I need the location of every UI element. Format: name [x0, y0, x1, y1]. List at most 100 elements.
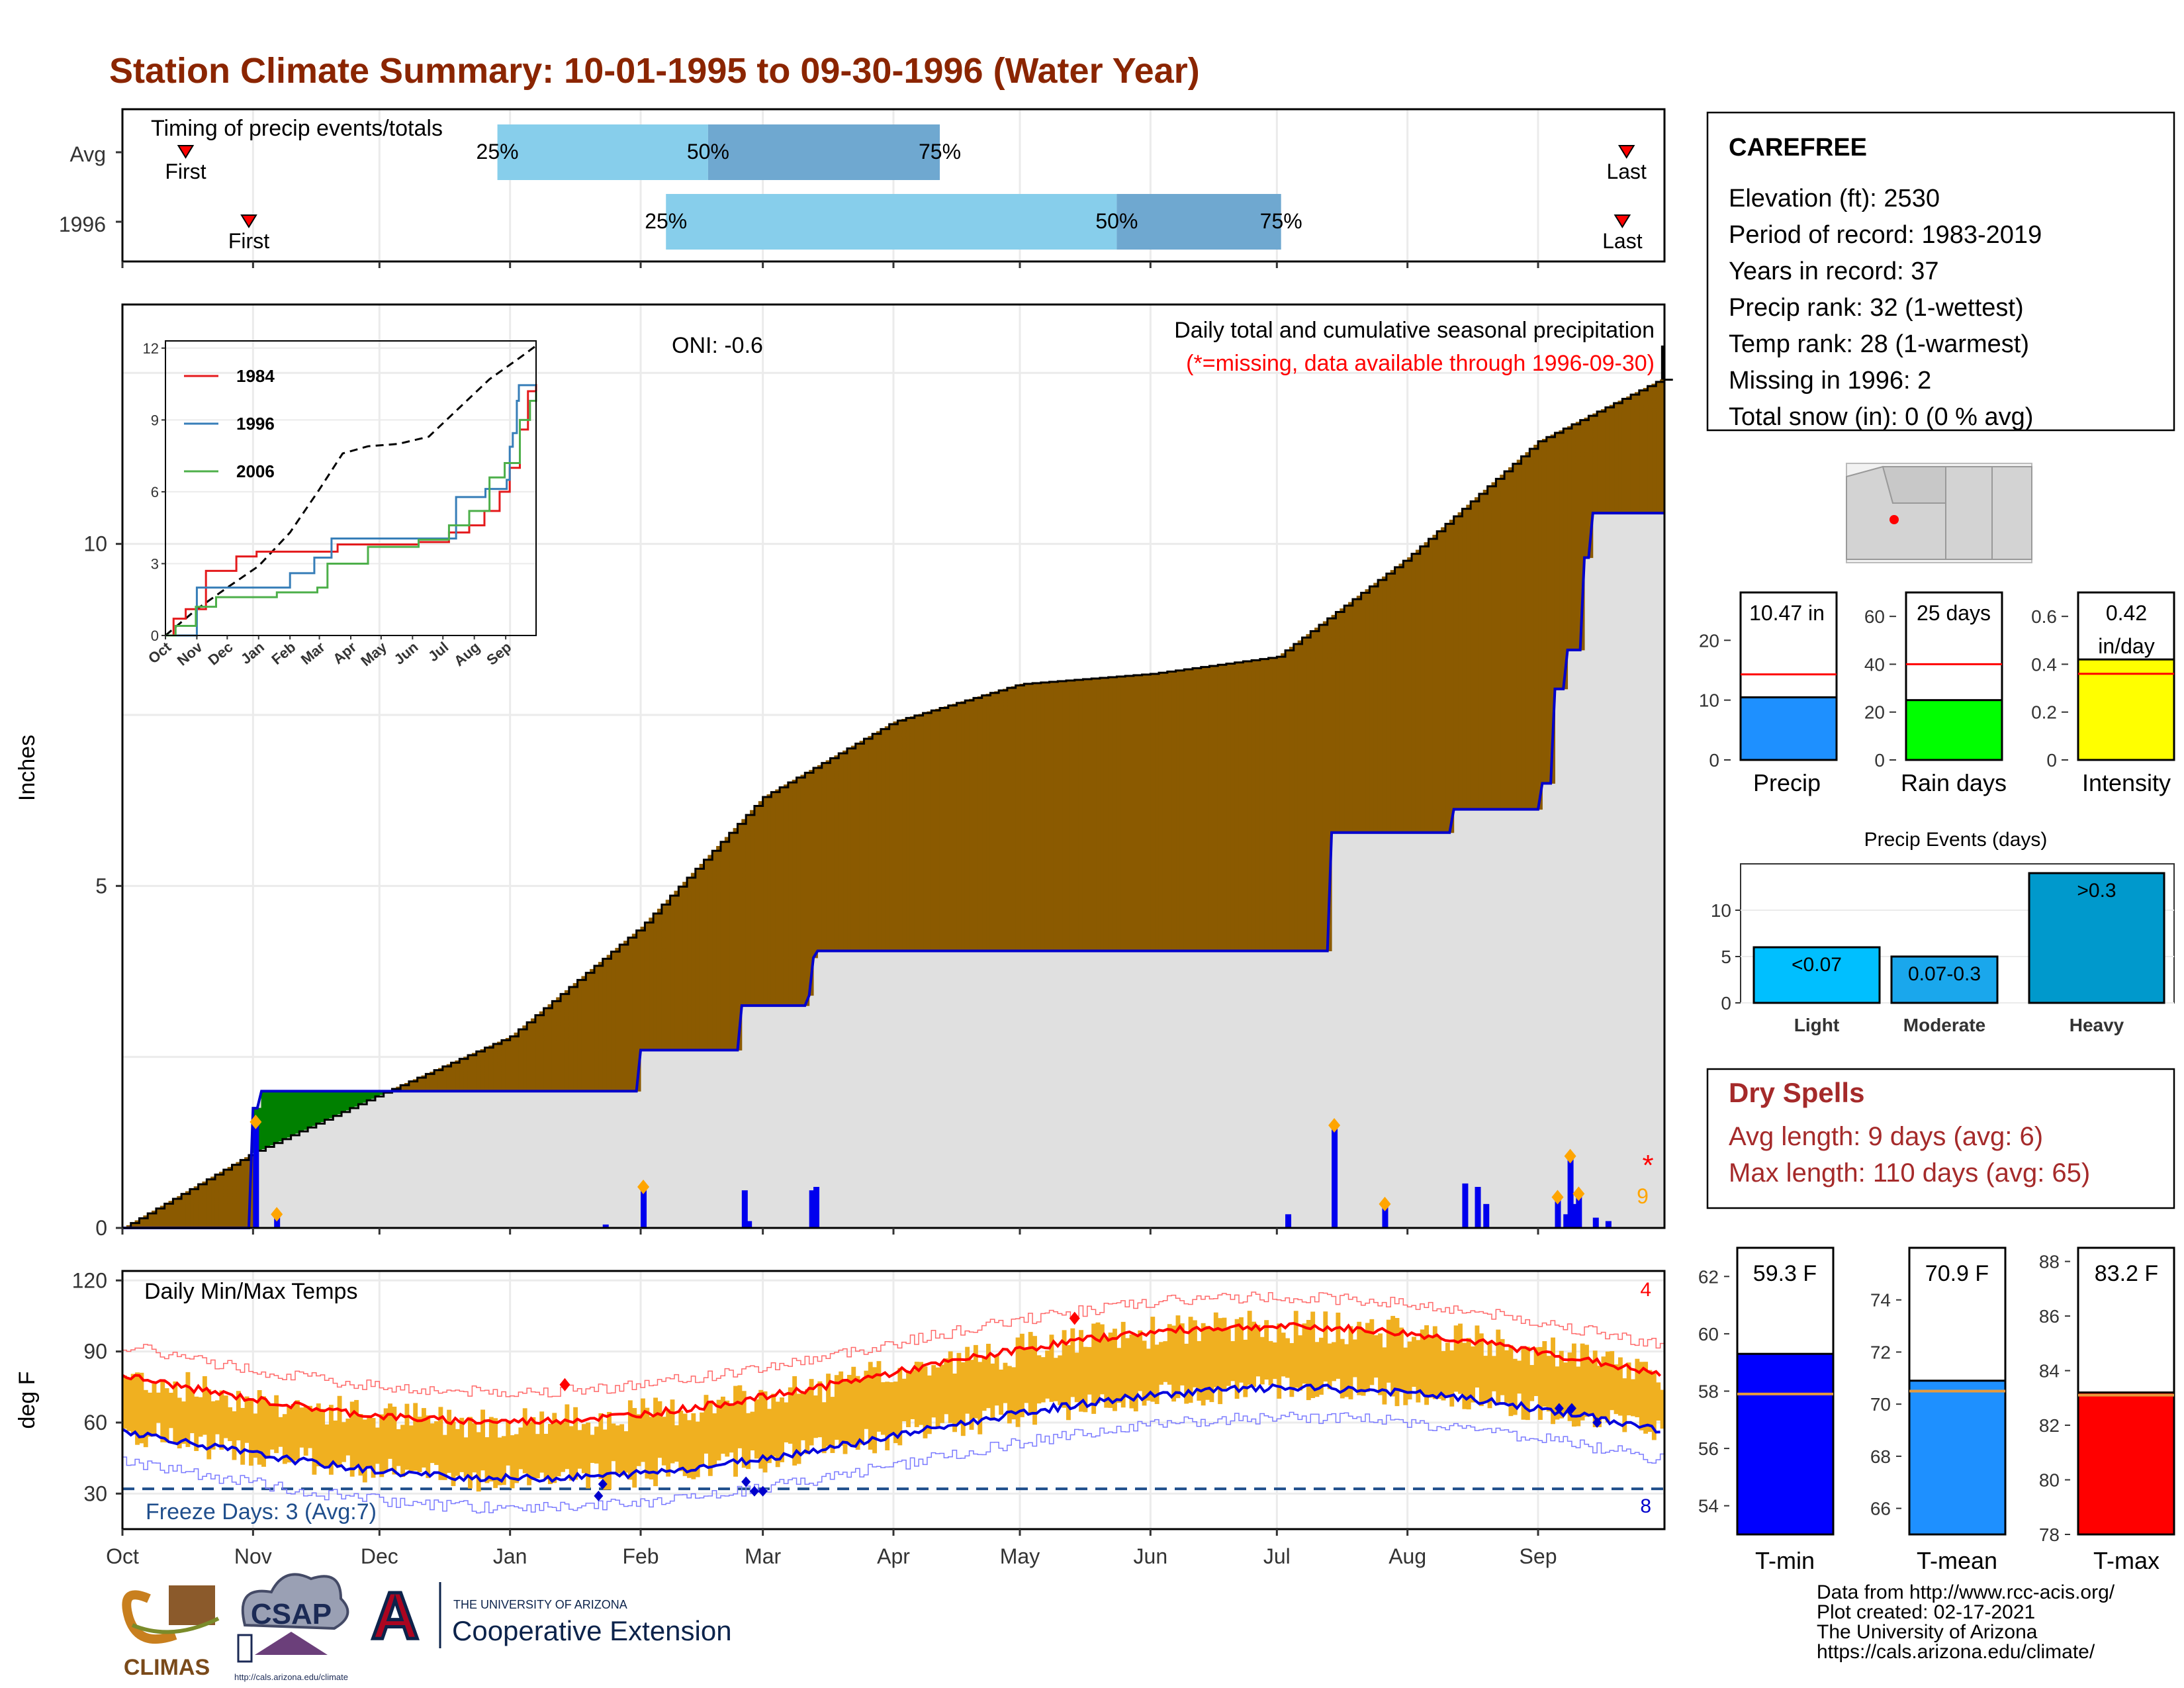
daily-temp-range	[1466, 1338, 1471, 1410]
daily-temp-range	[173, 1381, 178, 1443]
daily-temp-range	[1259, 1336, 1265, 1385]
daily-temp-range	[577, 1430, 582, 1469]
daily-temp-range	[1045, 1350, 1050, 1399]
daily-temp-range	[960, 1362, 966, 1436]
daily-temp-range	[931, 1365, 936, 1418]
daily-precip-bar	[1576, 1194, 1582, 1228]
daily-temp-range	[539, 1411, 545, 1473]
daily-temp-range	[1332, 1342, 1336, 1382]
daily-temp-range	[978, 1362, 983, 1434]
footer-line-4: https://cals.arizona.edu/climate/	[1817, 1641, 2095, 1663]
daily-temp-range	[1508, 1345, 1514, 1417]
daily-temp-range	[1412, 1336, 1416, 1387]
daily-temp-range	[632, 1408, 637, 1488]
timing-p50-label: 50%	[1095, 209, 1138, 233]
daily-temp-range	[1108, 1333, 1113, 1408]
daily-temp-range	[223, 1395, 228, 1438]
daily-temp-range	[1407, 1341, 1412, 1400]
daily-temp-range	[430, 1423, 435, 1464]
locator-map	[1846, 463, 2032, 563]
daily-temp-range	[1306, 1319, 1311, 1401]
daily-temp-range	[1272, 1342, 1277, 1380]
daily-temp-range	[169, 1392, 173, 1429]
daily-temp-range	[1563, 1362, 1569, 1414]
daily-temp-range	[741, 1391, 747, 1468]
record-low-marker	[1592, 1417, 1602, 1428]
daily-temp-range	[1471, 1346, 1476, 1403]
daily-temp-range	[324, 1424, 330, 1468]
timing-bar-50-75	[707, 124, 940, 180]
daily-temp-range	[1184, 1343, 1189, 1404]
daily-temp-range	[1011, 1367, 1017, 1420]
precip-y-tick-label: 5	[95, 874, 107, 898]
temp-panel: 30 60 90 120 Daily Min/Max Temps Freeze Day…	[15, 1268, 1666, 1568]
record-low-marker	[598, 1479, 608, 1490]
daily-temp-range	[1512, 1358, 1518, 1415]
missing-mark: *	[1642, 1149, 1653, 1182]
daily-temp-range	[367, 1415, 372, 1468]
station-info-line: Total snow (in): 0 (0 % avg)	[1729, 403, 2033, 431]
daily-temp-range	[375, 1427, 380, 1464]
temp-y-tick-label: 30	[83, 1481, 107, 1505]
summary-bar-tick-label: 0	[1709, 750, 1719, 771]
daily-temp-range	[269, 1403, 275, 1450]
daily-temp-range	[282, 1414, 287, 1464]
daily-temp-range	[666, 1409, 671, 1477]
temp-summary-tick-label: 82	[2039, 1415, 2060, 1436]
temp-summary-bar	[1908, 1380, 2007, 1536]
daily-temp-range	[670, 1399, 675, 1464]
daily-temp-range	[704, 1395, 709, 1454]
daily-temp-range	[1230, 1340, 1236, 1382]
daily-temp-range	[897, 1368, 903, 1446]
daily-temp-range	[253, 1413, 258, 1458]
daily-temp-range	[316, 1403, 321, 1467]
summary-bar-value: 10.47 in	[1749, 601, 1825, 625]
daily-temp-range	[1323, 1311, 1328, 1382]
daily-temp-range	[312, 1409, 317, 1475]
daily-temp-range	[725, 1400, 730, 1457]
daily-temp-range	[354, 1399, 359, 1466]
temp-summary-value: 70.9 F	[1925, 1261, 1989, 1286]
daily-temp-range	[1559, 1350, 1564, 1419]
daily-temp-range	[636, 1414, 641, 1466]
inset-x-tick-label: Feb	[268, 639, 298, 668]
dry-spells-box: Dry Spells Avg length: 9 days (avg: 6) M…	[1706, 1068, 2175, 1209]
daily-temp-range	[493, 1418, 498, 1488]
daily-temp-range	[1179, 1323, 1185, 1385]
daily-temp-range	[1095, 1322, 1101, 1403]
daily-temp-range	[349, 1401, 355, 1477]
events-bar-range: 0.07-0.3	[1908, 963, 1981, 985]
summary-bar-label: Precip	[1753, 769, 1821, 796]
daily-temp-range	[1483, 1356, 1488, 1403]
inset-y-tick-label: 9	[151, 412, 159, 428]
daily-temp-range	[206, 1389, 212, 1460]
daily-temp-range	[265, 1401, 271, 1458]
daily-temp-range	[716, 1399, 721, 1461]
temp-summary-value: 59.3 F	[1753, 1261, 1817, 1286]
daily-temp-range	[480, 1409, 485, 1471]
daily-temp-range	[556, 1422, 561, 1477]
daily-temp-range	[501, 1436, 506, 1485]
daily-temp-range	[573, 1407, 578, 1480]
daily-temp-range	[729, 1405, 734, 1453]
daily-temp-range	[472, 1423, 477, 1473]
daily-temp-range	[1201, 1323, 1206, 1406]
daily-temp-range	[139, 1372, 144, 1444]
daily-temp-range	[244, 1396, 250, 1443]
daily-temp-range	[910, 1370, 915, 1419]
station-info-line: Precip rank: 32 (1-wettest)	[1729, 294, 2024, 322]
daily-temp-range	[1049, 1335, 1054, 1402]
daily-temp-range	[1525, 1346, 1530, 1421]
daily-temp-range	[1592, 1350, 1598, 1428]
daily-temp-range	[969, 1360, 974, 1430]
timing-row-year-label: 1996	[59, 212, 106, 236]
daily-temp-range	[215, 1400, 220, 1434]
heavy-event-marker	[1564, 1149, 1576, 1164]
month-label: Feb	[622, 1544, 659, 1568]
temp-summary-tick-label: 66	[1870, 1499, 1891, 1519]
climas-logo: CLIMAS	[122, 1585, 220, 1680]
daily-temp-range	[682, 1413, 688, 1476]
month-label: Apr	[877, 1544, 910, 1568]
station-info-line: Temp rank: 28 (1-warmest)	[1729, 330, 2029, 358]
daily-temp-range	[148, 1392, 153, 1437]
